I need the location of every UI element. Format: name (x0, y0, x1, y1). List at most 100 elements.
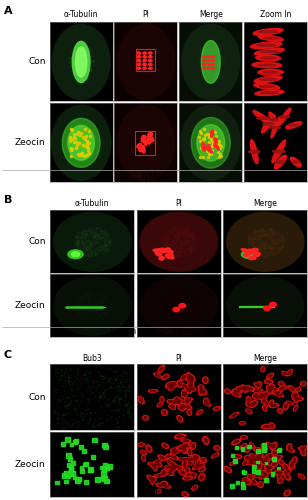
Ellipse shape (255, 388, 258, 390)
Point (75, 237, 80, 245)
Point (252, 234, 257, 241)
Ellipse shape (261, 57, 276, 59)
Point (123, 391, 128, 399)
Point (188, 244, 192, 252)
Point (214, 124, 219, 132)
Point (172, 290, 176, 298)
Point (75, 236, 79, 244)
Point (80, 123, 85, 131)
Point (83, 242, 88, 250)
Point (172, 245, 177, 253)
Point (143, 158, 148, 166)
Point (76, 148, 81, 156)
Point (256, 289, 261, 297)
Point (252, 228, 257, 236)
Point (82, 52, 87, 60)
Point (124, 386, 128, 394)
Ellipse shape (139, 444, 143, 446)
Point (63, 394, 68, 402)
Point (188, 299, 192, 307)
Ellipse shape (149, 64, 152, 66)
Point (143, 41, 148, 49)
Point (177, 241, 182, 249)
Point (252, 248, 257, 256)
Point (273, 296, 278, 304)
Point (264, 308, 269, 316)
Ellipse shape (271, 388, 278, 390)
Ellipse shape (153, 249, 161, 252)
Point (180, 294, 185, 302)
Point (139, 54, 144, 62)
Point (84, 45, 89, 53)
Point (266, 315, 271, 323)
Ellipse shape (255, 90, 284, 96)
Point (76, 293, 81, 301)
Point (271, 248, 276, 256)
Point (259, 225, 264, 233)
Point (212, 134, 217, 142)
Point (137, 128, 142, 136)
Point (148, 55, 153, 63)
Point (275, 228, 280, 236)
Point (175, 225, 180, 233)
Point (136, 60, 141, 68)
Point (217, 62, 222, 70)
Point (104, 306, 109, 314)
Point (265, 303, 270, 311)
Point (168, 246, 172, 254)
Point (261, 232, 266, 239)
Point (87, 292, 92, 300)
Point (83, 68, 87, 76)
Point (90, 150, 95, 158)
Point (75, 305, 80, 313)
Point (188, 240, 193, 248)
Point (79, 306, 83, 314)
Point (257, 247, 262, 255)
Point (93, 224, 98, 232)
Point (184, 225, 188, 233)
Point (258, 227, 263, 235)
Point (171, 230, 176, 238)
Point (136, 68, 141, 76)
Point (275, 310, 280, 318)
Point (150, 142, 155, 150)
Point (105, 378, 110, 386)
Point (191, 234, 196, 242)
Point (264, 242, 269, 250)
Point (200, 58, 205, 66)
Point (250, 309, 255, 317)
Ellipse shape (271, 117, 280, 138)
Point (85, 130, 90, 138)
Point (188, 242, 193, 250)
Point (200, 139, 205, 147)
Ellipse shape (277, 474, 282, 479)
Point (93, 308, 98, 316)
Point (261, 312, 266, 320)
Point (277, 246, 282, 254)
Point (82, 313, 87, 321)
Point (72, 420, 77, 428)
Ellipse shape (269, 112, 279, 127)
Point (181, 290, 186, 298)
Point (193, 242, 198, 250)
Bar (136, 50, 155, 72)
Ellipse shape (154, 373, 161, 378)
Point (180, 244, 184, 252)
Point (142, 141, 147, 149)
Point (84, 232, 89, 239)
Ellipse shape (172, 406, 174, 408)
Point (105, 397, 110, 405)
Ellipse shape (245, 252, 252, 254)
Point (87, 145, 92, 153)
Point (199, 144, 204, 152)
Ellipse shape (288, 371, 291, 374)
Point (184, 250, 189, 258)
Point (79, 46, 83, 54)
Point (152, 63, 157, 71)
Ellipse shape (200, 390, 203, 392)
Point (163, 302, 168, 310)
Point (83, 239, 88, 247)
Point (75, 241, 80, 249)
Point (269, 306, 274, 314)
Point (185, 240, 190, 248)
